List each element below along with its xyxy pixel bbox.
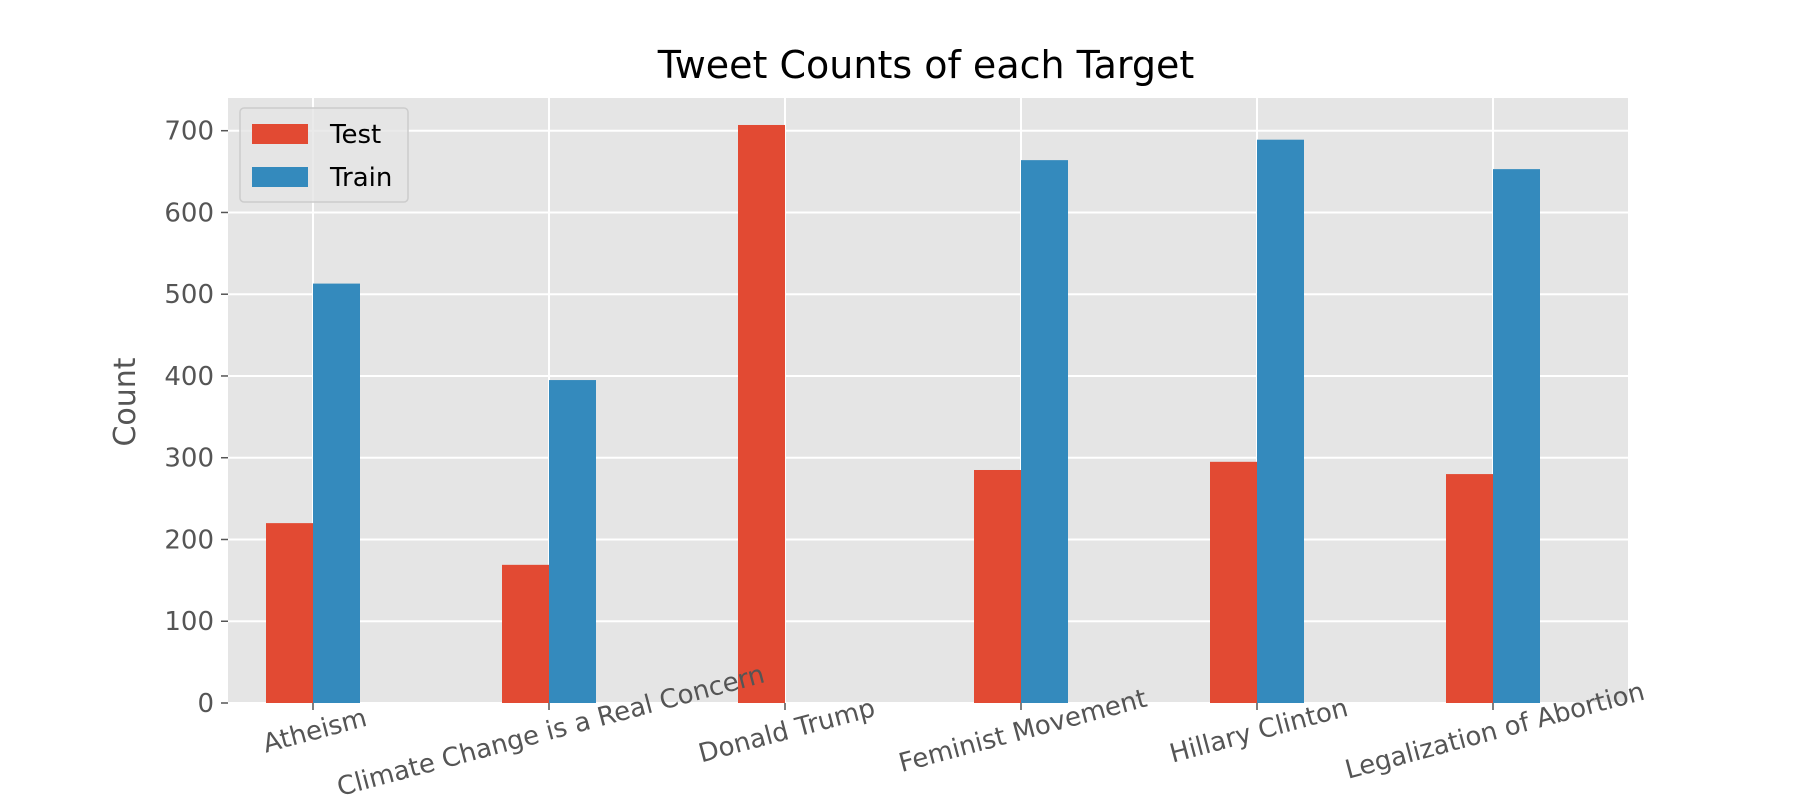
bar-test-legalization-of-abortion — [1446, 474, 1493, 703]
bar-test-climate-change-is-a-real-concern — [502, 564, 549, 703]
bar-test-hillary-clinton — [1210, 461, 1257, 703]
legend: Test Train — [239, 107, 409, 203]
bar-test-atheism — [266, 523, 313, 703]
y-tick-label: 400 — [164, 362, 214, 392]
bar-train-feminist-movement — [1021, 160, 1068, 703]
x-tick-label: Atheism — [260, 703, 370, 759]
y-tick-label: 0 — [197, 689, 214, 719]
bar-test-feminist-movement — [974, 469, 1021, 703]
legend-swatch-test — [252, 124, 308, 144]
y-tick-label: 600 — [164, 198, 214, 228]
y-axis-label: Count — [108, 357, 143, 446]
y-tick-label: 700 — [164, 117, 214, 147]
bar-train-hillary-clinton — [1257, 139, 1304, 704]
legend-swatch-train — [252, 167, 308, 187]
y-tick-label: 100 — [164, 607, 214, 637]
bar-test-donald-trump — [738, 124, 785, 703]
y-tick-label: 300 — [164, 444, 214, 474]
plot-background — [228, 98, 1628, 703]
y-tick-label: 500 — [164, 280, 214, 310]
x-tick-label: Donald Trump — [695, 693, 878, 769]
y-tick-label: 200 — [164, 525, 214, 555]
chart-title: Tweet Counts of each Target — [657, 43, 1194, 87]
bar-train-atheism — [313, 283, 360, 703]
x-tick-label: Hillary Clinton — [1167, 693, 1352, 769]
bar-train-climate-change-is-a-real-concern — [549, 380, 596, 703]
bar-train-legalization-of-abortion — [1493, 169, 1540, 704]
legend-label-test: Test — [329, 120, 381, 150]
legend-label-train: Train — [329, 163, 392, 193]
